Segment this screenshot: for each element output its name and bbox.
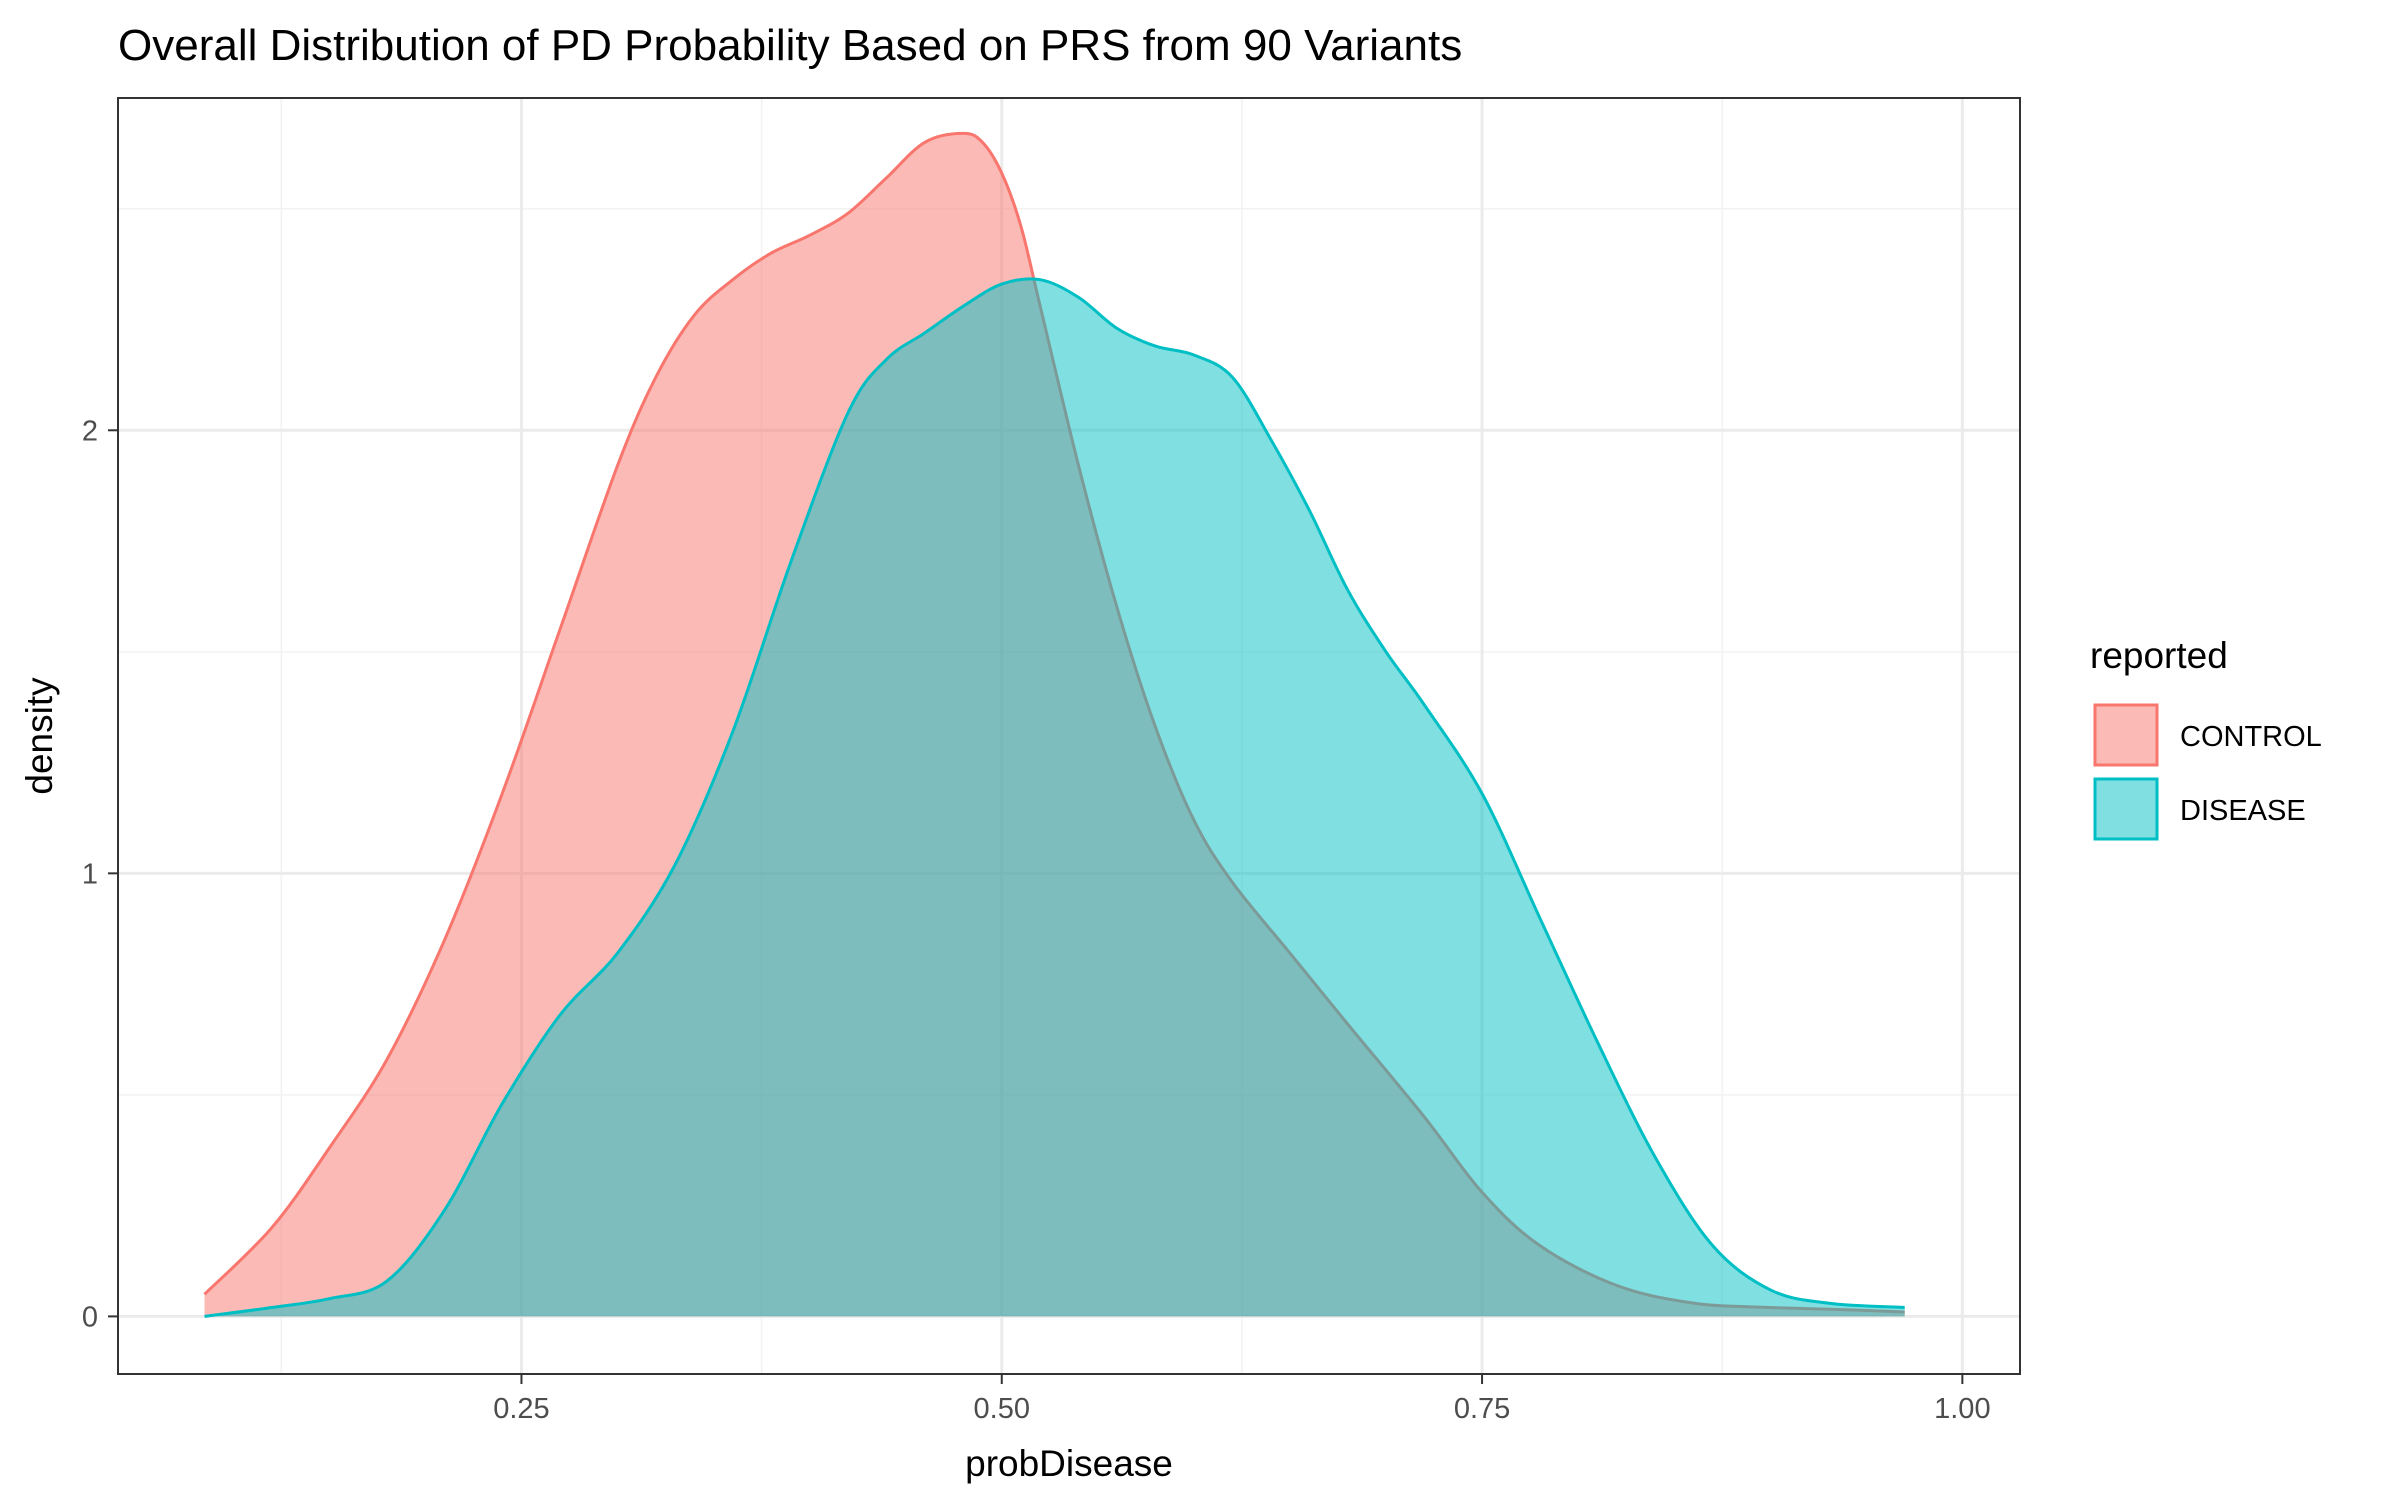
y-axis-title: density bbox=[19, 677, 60, 795]
x-tick-label: 0.75 bbox=[1454, 1393, 1510, 1425]
control-legend-swatch bbox=[2093, 703, 2159, 767]
density-areas bbox=[203, 131, 1905, 1318]
x-axis-title: probDisease bbox=[965, 1443, 1173, 1484]
x-tick-label: 0.50 bbox=[974, 1393, 1030, 1425]
legend: reported CONTROL DISEASE bbox=[2090, 635, 2322, 842]
disease-legend-swatch bbox=[2093, 777, 2159, 841]
chart-title: Overall Distribution of PD Probability B… bbox=[118, 21, 1462, 70]
legend-title: reported bbox=[2090, 635, 2228, 676]
plot-panel-border bbox=[117, 97, 2021, 1375]
y-tick-label: 1 bbox=[82, 858, 98, 890]
x-tick-label: 1.00 bbox=[1934, 1393, 1990, 1425]
disease-density-curve bbox=[204, 277, 1905, 1318]
y-tick-label: 2 bbox=[82, 415, 98, 447]
x-axis: 0.25 0.50 0.75 1.00 bbox=[493, 1374, 1991, 1425]
disease-density-area bbox=[204, 278, 1905, 1317]
y-axis: 0 1 2 bbox=[82, 415, 118, 1333]
control-legend-label: CONTROL bbox=[2180, 721, 2322, 753]
y-tick-label: 0 bbox=[82, 1301, 98, 1333]
x-tick-label: 0.25 bbox=[493, 1393, 549, 1425]
disease-legend-label: DISEASE bbox=[2180, 795, 2306, 827]
